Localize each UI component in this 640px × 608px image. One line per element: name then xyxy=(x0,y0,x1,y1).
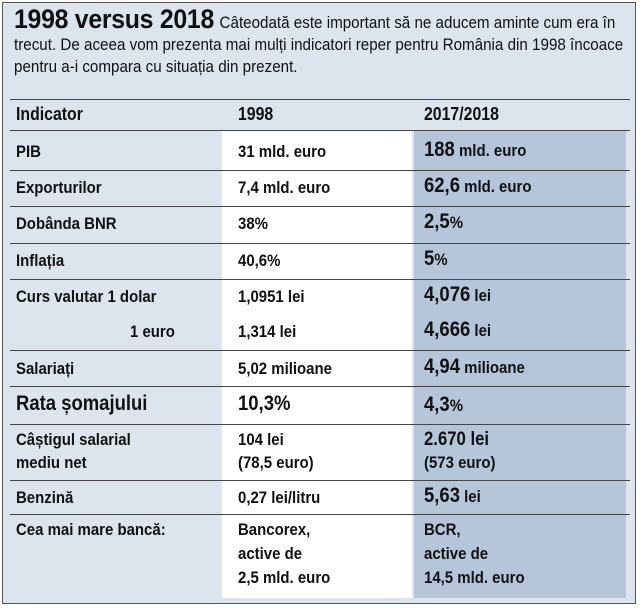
header-indicator: Indicator xyxy=(16,104,83,124)
divider xyxy=(10,514,630,515)
value-1998: 2,5 mld. euro xyxy=(238,568,331,587)
row-label: Inflația xyxy=(16,251,65,270)
value-1998: Bancorex, xyxy=(238,520,311,539)
row-label: Dobânda BNR xyxy=(16,214,117,233)
value-2018: 188 mld. euro xyxy=(424,138,527,161)
value-1998: 0,27 lei/litru xyxy=(238,488,321,507)
divider xyxy=(10,480,630,481)
row-label: Benzină xyxy=(16,488,74,507)
divider xyxy=(10,130,630,131)
divider xyxy=(10,350,630,351)
value-1998: 5,02 milioane xyxy=(238,359,332,378)
intro-paragraph: 1998 versus 2018 Câteodată este important… xyxy=(14,6,626,78)
row-label: 1 euro xyxy=(130,322,175,341)
row-label: mediu net xyxy=(16,453,87,472)
row-label: Exporturilor xyxy=(16,178,102,197)
divider xyxy=(10,386,630,387)
value-2018: 4,666 lei xyxy=(424,318,492,341)
value-2018: (573 euro) xyxy=(424,453,496,472)
column-2018-background xyxy=(414,130,626,598)
column-1998-background xyxy=(222,130,412,598)
header-1998: 1998 xyxy=(238,104,274,124)
value-1998: 40,6% xyxy=(238,251,281,270)
infographic-title: 1998 versus 2018 xyxy=(14,4,215,34)
value-2018: 2,5% xyxy=(424,210,464,233)
divider xyxy=(10,424,630,425)
row-label: Curs valutar 1 dolar xyxy=(16,287,157,306)
divider xyxy=(10,99,630,100)
divider xyxy=(10,170,630,171)
value-2018: active de xyxy=(424,544,489,563)
value-1998: 10,3% xyxy=(238,392,291,415)
value-1998: 7,4 mld. euro xyxy=(238,178,331,197)
value-1998: 38% xyxy=(238,214,268,233)
divider xyxy=(10,206,630,207)
intro-text: Câteodată este important să ne aducem am… xyxy=(14,14,624,76)
value-1998: 104 lei xyxy=(238,430,284,449)
header-2018: 2017/2018 xyxy=(424,104,499,124)
value-2018: 4,076 lei xyxy=(424,283,492,306)
value-1998: (78,5 euro) xyxy=(238,453,314,472)
row-label: Rata șomajului xyxy=(16,392,148,415)
value-2018: 5,63 lei xyxy=(424,484,481,507)
value-1998: 1,314 lei xyxy=(238,322,297,341)
value-2018: 4,94 milioane xyxy=(424,355,525,378)
value-1998: 31 mld. euro xyxy=(238,142,327,161)
row-label: PIB xyxy=(16,142,41,161)
divider xyxy=(10,279,630,280)
divider xyxy=(10,243,630,244)
value-1998: 1,0951 lei xyxy=(238,287,305,306)
value-2018: 5% xyxy=(424,247,448,270)
row-label: Câștigul salarial xyxy=(16,430,131,449)
value-1998: active de xyxy=(238,544,303,563)
row-label: Cea mai mare bancă: xyxy=(16,520,166,539)
value-2018: 4,3% xyxy=(424,393,464,416)
value-2018: BCR, xyxy=(424,520,461,539)
value-2018: 2.670 lei xyxy=(424,429,490,450)
value-2018: 62,6 mld. euro xyxy=(424,174,532,197)
row-label: Salariați xyxy=(16,359,75,378)
value-2018: 14,5 mld. euro xyxy=(424,568,525,587)
